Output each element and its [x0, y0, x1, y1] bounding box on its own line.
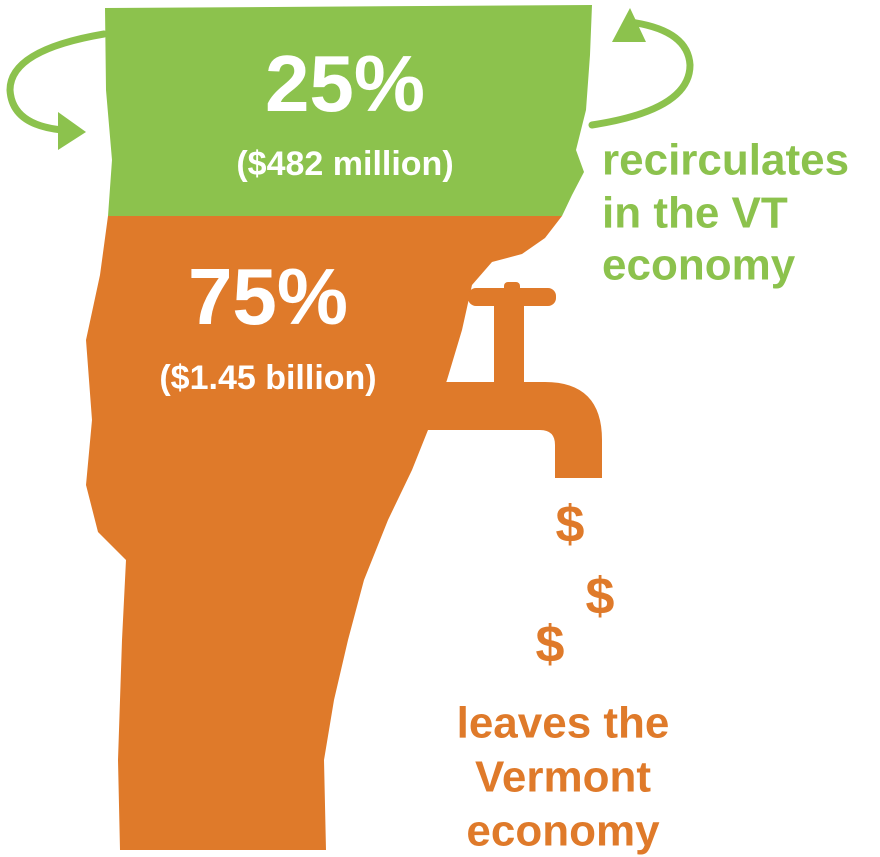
- bottom-caption: economy: [466, 807, 660, 856]
- bottom-percent: 75%: [188, 252, 348, 341]
- top-percent: 25%: [265, 39, 425, 128]
- faucet: [425, 282, 602, 478]
- bottom-caption: leaves the: [457, 699, 670, 748]
- dollar-sign: $: [586, 568, 615, 626]
- top-caption: recirculates: [602, 136, 849, 185]
- arrow-head: [58, 112, 86, 150]
- state-bottom: [86, 216, 562, 850]
- top-caption: economy: [602, 241, 796, 290]
- top-caption: in the VT: [602, 189, 788, 238]
- arrow-head: [612, 8, 646, 42]
- bottom-caption: Vermont: [475, 753, 651, 802]
- dollar-sign: $: [536, 616, 565, 674]
- bottom-amount: ($1.45 billion): [159, 359, 376, 397]
- top-amount: ($482 million): [236, 145, 453, 183]
- state-top: [105, 5, 592, 216]
- dollar-sign: $: [556, 496, 585, 554]
- recirculation-arrows: [6, 18, 694, 134]
